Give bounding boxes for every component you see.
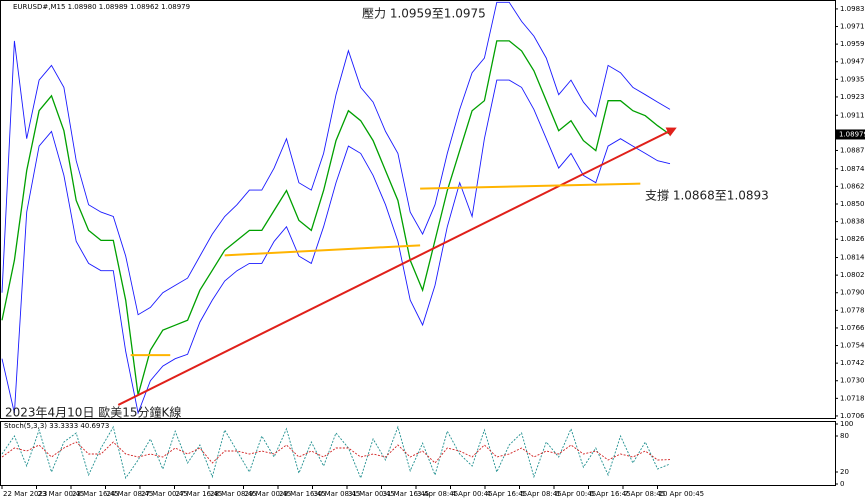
x-tick-label: 27 Mar 00:45 xyxy=(141,490,188,498)
y-tick-label: 1.08140 xyxy=(840,254,865,262)
x-tick-label: 31 Mar 16:45 xyxy=(383,490,430,498)
y-tick-label: 1.07300 xyxy=(840,377,865,385)
x-tick-label: 5 Apr 08:45 xyxy=(521,490,562,498)
series-line xyxy=(1,441,671,464)
y-tick-label: 1.07780 xyxy=(840,306,865,314)
x-tick-label: 6 Apr 16:45 xyxy=(590,490,631,498)
y-tick-label: 1.09235 xyxy=(840,93,865,101)
y-tick-label: 1.07180 xyxy=(840,394,865,402)
y-tick-label: 1.09595 xyxy=(840,40,865,48)
series-line xyxy=(1,79,671,415)
y-tick-label: 1.09355 xyxy=(840,75,865,83)
annotation: 2023年4月10日 歐美15分鐘K線 xyxy=(5,405,181,420)
support-line xyxy=(224,244,421,257)
x-tick-label: 23 Mar 16:45 xyxy=(72,490,119,498)
annotation: 支撐 1.0868至1.0893 xyxy=(645,189,769,203)
current-price-box xyxy=(836,129,865,140)
x-tick-label: 3 Apr 08:45 xyxy=(417,490,458,498)
y-tick-label: 1.09835 xyxy=(840,5,865,13)
y-tick-label: 1.07060 xyxy=(840,412,865,420)
y-tick-label: 100 xyxy=(840,420,853,428)
y-tick-label: 1.09715 xyxy=(840,23,865,31)
support-line xyxy=(420,182,641,190)
y-tick-label: 80 xyxy=(840,432,849,440)
y-tick-label: 1.07660 xyxy=(840,324,865,332)
y-tick-label: 1.08385 xyxy=(840,218,865,226)
x-tick-label: 30 Mar 08:45 xyxy=(314,490,361,498)
main-frame xyxy=(0,0,836,419)
x-tick-label: 4 Apr 16:45 xyxy=(486,490,527,498)
y-tick-label: 1.09475 xyxy=(840,58,865,66)
x-tick-label: 6 Apr 00:45 xyxy=(555,490,596,498)
x-tick-label: 24 Mar 08:45 xyxy=(107,490,154,498)
x-tick-label: 31 Mar 00:45 xyxy=(348,490,395,498)
chart-title: EURUSD#,M15 1.08980 1.08989 1.08962 1.08… xyxy=(13,3,190,11)
y-tick-label: 1.09110 xyxy=(840,111,865,119)
x-tick-label: 28 Mar 08:45 xyxy=(210,490,257,498)
y-tick-label: 1.07540 xyxy=(840,342,865,350)
y-tick-label: 1.07420 xyxy=(840,359,865,367)
current-price-label: 1.08979 xyxy=(839,130,865,138)
x-tick-label: 27 Mar 16:45 xyxy=(176,490,223,498)
x-tick-label: 23 Mar 00:45 xyxy=(38,490,85,498)
y-tick-label: 1.08505 xyxy=(840,200,865,208)
x-tick-label: 29 Mar 16:45 xyxy=(279,490,326,498)
x-tick-label: 10 Apr 00:45 xyxy=(659,490,705,498)
annotation: 壓力 1.0959至1.0975 xyxy=(362,7,486,21)
stoch-title: Stoch(5,3,3) 33.3333 40.6973 xyxy=(4,422,109,430)
y-tick-label: 1.08625 xyxy=(840,182,865,190)
x-tick-label: 7 Apr 08:45 xyxy=(624,490,665,498)
y-tick-label: 1.07900 xyxy=(840,289,865,297)
y-tick-label: 20 xyxy=(840,468,849,476)
y-tick-label: 0 xyxy=(840,480,844,488)
y-tick-label: 1.08870 xyxy=(840,146,865,154)
stoch-frame xyxy=(0,421,836,486)
series-line xyxy=(1,40,671,396)
x-tick-label: 29 Mar 00:45 xyxy=(245,490,292,498)
series-line xyxy=(1,1,671,316)
y-tick-label: 1.08265 xyxy=(840,235,865,243)
y-tick-label: 1.08745 xyxy=(840,165,865,173)
series-line xyxy=(1,425,671,480)
x-tick-label: 4 Apr 00:45 xyxy=(452,490,493,498)
trend-line xyxy=(117,127,677,406)
x-tick-label: 22 Mar 2023 xyxy=(3,490,47,498)
